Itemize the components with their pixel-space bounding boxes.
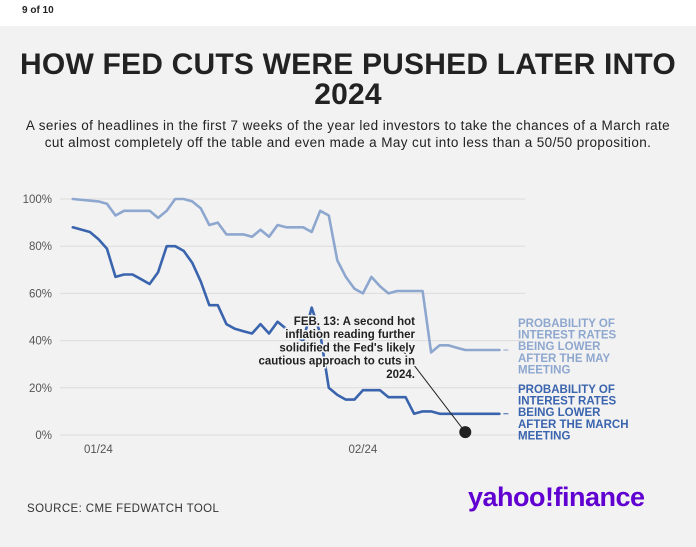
series-label-line: AFTER THE MARCH [518,419,629,431]
y-tick-label: 0% [35,430,52,442]
y-tick-label: 80% [29,241,52,253]
series-label-line: PROBABILITY OF [518,384,615,396]
slide-counter: 9 of 10 [22,5,54,16]
series-label-line: INTEREST RATES [518,396,617,408]
y-tick-label: 40% [29,336,52,348]
x-tick-label: 02/24 [348,444,377,456]
series-label-line: BEING LOWER [518,407,601,419]
annotation-marker [459,426,472,439]
logo-yahoo-text: yahoo! [468,482,554,512]
annotation-leader-line [399,346,466,433]
chart-panel [0,26,696,547]
x-tick-label: 01/24 [84,444,113,456]
series-label-line: AFTER THE MAY [518,353,611,365]
series-label-line: PROBABILITY OF [518,318,615,330]
y-tick-label: 60% [29,288,52,300]
series-line [71,226,501,416]
annotation-text-line: 2024. [386,369,415,381]
logo-finance-text: finance [553,482,646,512]
source-note: SOURCE: CME FEDWATCH TOOL [27,503,220,515]
annotation-text-line: cautious approach to cuts in [258,356,415,368]
yahoo-finance-logo: yahoo!finance [468,482,645,513]
page-title: HOW FED CUTS WERE PUSHED LATER INTO 2024 [20,48,676,111]
top-bar: 9 of 10 [0,0,696,26]
annotation-text-line: inflation reading further [285,329,415,341]
series-label-line: MEETING [518,430,570,442]
y-tick-label: 20% [29,383,52,395]
annotation-text-line: FEB. 13: A second hot [294,316,415,328]
series-line [71,197,501,354]
page-subtitle: A series of headlines in the first 7 wee… [25,118,671,150]
annotation-text-line: solidified the Fed's likely [279,342,415,354]
series-label-line: INTEREST RATES [518,330,617,342]
series-label-line: BEING LOWER [518,341,601,353]
y-tick-label: 100% [23,194,52,206]
series-label-line: MEETING [518,364,570,376]
